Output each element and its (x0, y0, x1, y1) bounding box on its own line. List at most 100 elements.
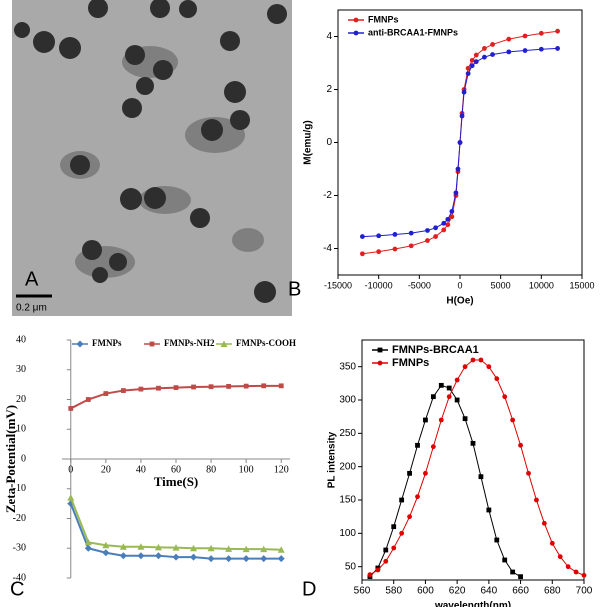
marker (408, 230, 414, 236)
marker (430, 394, 436, 400)
x-tick-label: 600 (417, 586, 434, 597)
marker (84, 538, 92, 546)
particles (14, 0, 287, 303)
legend-label: FMNPs (92, 338, 122, 348)
series-line (69, 497, 282, 551)
x-tick-label: 620 (449, 586, 466, 597)
y-tick-label: 0 (326, 137, 332, 148)
marker (453, 190, 459, 196)
marker (510, 569, 516, 575)
marker (478, 357, 484, 363)
marker (407, 470, 412, 476)
legend-label: FMNPs-BRCAA1 (392, 344, 479, 356)
tem-image: A 0.2 μm (12, 0, 292, 316)
marker (494, 537, 500, 543)
marker (191, 384, 196, 390)
marker (470, 440, 476, 446)
marker (119, 552, 127, 560)
y-tick-label: -4 (323, 243, 332, 254)
marker (473, 59, 479, 65)
marker (502, 394, 508, 400)
x-tick-label: 0 (457, 280, 462, 290)
y-tick-label: 50 (345, 561, 357, 572)
y-tick-label: -40 (13, 572, 26, 583)
panel-label: A (25, 268, 39, 290)
marker (154, 552, 162, 560)
marker (415, 494, 420, 500)
marker (506, 36, 512, 42)
y-axis-label: M(emu/g) (303, 120, 314, 164)
marker (156, 385, 161, 391)
marker (360, 251, 365, 257)
x-tick-label: 560 (354, 586, 371, 597)
x-tick-label: 60 (171, 464, 181, 475)
marker (538, 46, 544, 52)
legend-label: anti-BRCAA1-FMNPs (368, 27, 458, 37)
marker (470, 357, 476, 363)
marker (377, 360, 383, 366)
marker (454, 397, 460, 403)
x-tick-label: -15000 (324, 280, 352, 290)
marker (102, 541, 110, 549)
marker (581, 572, 587, 578)
marker (494, 376, 500, 382)
y-tick-label: 200 (339, 461, 356, 472)
marker (377, 347, 383, 353)
y-tick-label: 100 (339, 528, 356, 539)
marker (207, 544, 215, 552)
y-tick-label: 4 (326, 31, 332, 42)
marker (376, 249, 382, 255)
marker (260, 555, 268, 563)
x-tick-label: 20 (101, 464, 111, 475)
marker (457, 140, 463, 145)
legend-label: FMNPs-NH2 (164, 338, 215, 348)
marker (555, 28, 560, 34)
marker (490, 52, 495, 57)
x-tick-label: -5000 (408, 280, 431, 290)
marker (446, 385, 452, 391)
x-tick-label: 580 (385, 586, 402, 597)
x-tick-label: 15000 (569, 280, 594, 290)
marker (226, 384, 232, 389)
marker (446, 394, 452, 400)
x-tick-label: 640 (481, 586, 498, 597)
marker (277, 555, 285, 563)
marker (459, 113, 465, 119)
marker (383, 547, 389, 553)
y-tick-label: 10 (16, 424, 26, 435)
legend-label: FMNPs-COOH (236, 338, 296, 348)
legend-label: FMNPs (368, 14, 399, 24)
marker (391, 545, 397, 551)
y-tick-label: -2 (323, 190, 332, 201)
marker (441, 220, 447, 226)
marker (173, 385, 179, 390)
marker (522, 33, 528, 39)
marker (415, 442, 420, 448)
marker (208, 384, 214, 390)
marker (190, 544, 198, 552)
marker (137, 552, 145, 560)
marker (462, 416, 468, 422)
marker (486, 364, 492, 370)
marker (423, 470, 428, 476)
marker (225, 555, 233, 563)
x-tick-label: 120 (274, 464, 289, 475)
marker (243, 383, 249, 389)
marker (149, 341, 155, 347)
marker (399, 530, 405, 536)
marker (138, 386, 144, 392)
y-tick-label: -20 (13, 513, 26, 524)
marker (367, 572, 373, 578)
marker (510, 417, 516, 423)
y-axis-label: PL intensity (327, 431, 338, 488)
x-axis-label: H(Oe) (446, 296, 473, 307)
panel-label: C (10, 578, 24, 600)
marker (441, 227, 447, 233)
x-axis-label: Time(S) (154, 474, 199, 489)
marker (449, 209, 455, 214)
marker (534, 497, 539, 503)
plot-frame (361, 339, 585, 581)
marker (84, 544, 92, 552)
scale-bar-label: 0.2 μm (16, 303, 47, 314)
marker (438, 382, 444, 388)
